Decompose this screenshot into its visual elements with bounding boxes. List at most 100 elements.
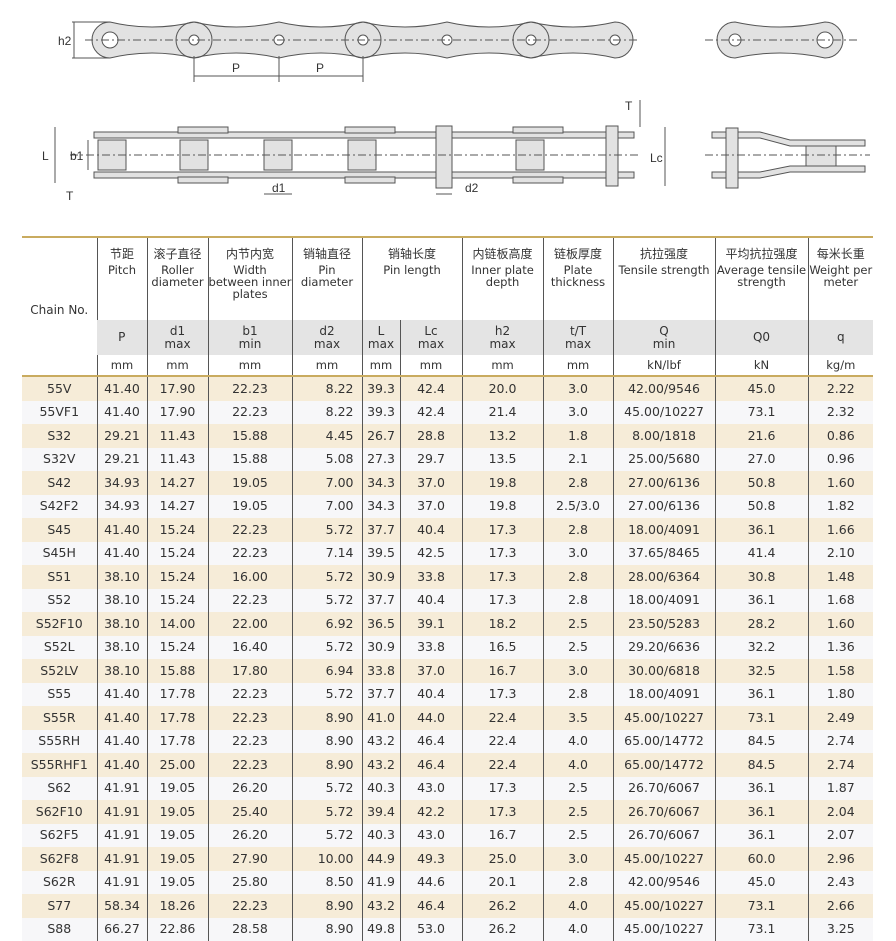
- value-cell: 2.49: [808, 706, 873, 730]
- value-cell: 38.10: [97, 589, 147, 613]
- value-cell: 8.90: [292, 753, 362, 777]
- value-cell: 3.5: [543, 706, 613, 730]
- label-h2: h2: [58, 34, 72, 48]
- value-cell: 41.91: [97, 871, 147, 895]
- value-cell: 29.20/6636: [613, 636, 715, 660]
- value-cell: 22.23: [208, 401, 292, 425]
- column-header-chinese: 抗拉强度: [614, 248, 715, 260]
- value-cell: 18.00/4091: [613, 518, 715, 542]
- value-cell: 16.7: [462, 824, 543, 848]
- value-cell: 5.72: [292, 800, 362, 824]
- value-cell: 26.70/6067: [613, 800, 715, 824]
- chain-no-cell: S55R: [22, 706, 97, 730]
- value-cell: 73.1: [715, 918, 808, 941]
- column-header-english: Roller diameter: [148, 264, 208, 288]
- value-cell: 34.93: [97, 495, 147, 519]
- value-cell: 4.0: [543, 753, 613, 777]
- value-cell: 22.23: [208, 894, 292, 918]
- value-cell: 18.2: [462, 612, 543, 636]
- value-cell: 41.4: [715, 542, 808, 566]
- value-cell: 5.72: [292, 777, 362, 801]
- value-cell: 27.90: [208, 847, 292, 871]
- value-cell: 8.00/1818: [613, 424, 715, 448]
- chain-no-cell: S32V: [22, 448, 97, 472]
- value-cell: 5.72: [292, 589, 362, 613]
- label-d2: d2: [465, 181, 479, 195]
- value-cell: 17.3: [462, 589, 543, 613]
- value-cell: 43.2: [362, 753, 400, 777]
- value-cell: 1.36: [808, 636, 873, 660]
- chain-no-cell: S62F8: [22, 847, 97, 871]
- value-cell: 1.8: [543, 424, 613, 448]
- column-header-chinese: 每米长重: [809, 248, 874, 260]
- label-b1: b1: [70, 149, 84, 163]
- column-unit: mm: [462, 355, 543, 376]
- symbol-qualifier: min: [614, 338, 715, 351]
- top-view-drawing: [55, 100, 665, 194]
- value-cell: 16.40: [208, 636, 292, 660]
- column-unit: kg/m: [808, 355, 873, 376]
- value-cell: 25.80: [208, 871, 292, 895]
- value-cell: 32.2: [715, 636, 808, 660]
- value-cell: 13.2: [462, 424, 543, 448]
- value-cell: 19.05: [147, 847, 208, 871]
- value-cell: 22.23: [208, 706, 292, 730]
- column-header-english: Tensile strength: [614, 264, 715, 276]
- symbol: d1: [148, 325, 208, 338]
- value-cell: 41.40: [97, 518, 147, 542]
- label-L: L: [42, 149, 49, 163]
- value-cell: 1.58: [808, 659, 873, 683]
- value-cell: 45.00/10227: [613, 918, 715, 941]
- column-header-chinese: 节距: [98, 248, 147, 260]
- value-cell: 8.50: [292, 871, 362, 895]
- side-view-drawing: [72, 22, 640, 82]
- column-unit: mm: [362, 355, 400, 376]
- value-cell: 2.8: [543, 471, 613, 495]
- column-header-english: Inner plate depth: [463, 264, 543, 288]
- symbol-qualifier: max: [544, 338, 613, 351]
- value-cell: 21.4: [462, 401, 543, 425]
- value-cell: 66.27: [97, 918, 147, 941]
- value-cell: 32.5: [715, 659, 808, 683]
- value-cell: 1.60: [808, 471, 873, 495]
- value-cell: 1.80: [808, 683, 873, 707]
- value-cell: 19.05: [208, 471, 292, 495]
- value-cell: 41.40: [97, 683, 147, 707]
- value-cell: 7.00: [292, 495, 362, 519]
- chain-no-cell: S42F2: [22, 495, 97, 519]
- value-cell: 2.1: [543, 448, 613, 472]
- value-cell: 15.88: [208, 448, 292, 472]
- value-cell: 42.2: [400, 800, 462, 824]
- value-cell: 37.0: [400, 495, 462, 519]
- value-cell: 23.50/5283: [613, 612, 715, 636]
- symbol: P: [97, 331, 147, 344]
- value-cell: 17.78: [147, 706, 208, 730]
- value-cell: 25.40: [208, 800, 292, 824]
- symbol: q: [809, 331, 874, 344]
- value-cell: 43.2: [362, 730, 400, 754]
- value-cell: 17.80: [208, 659, 292, 683]
- value-cell: 2.22: [808, 376, 873, 401]
- chain-no-cell: S52LV: [22, 659, 97, 683]
- value-cell: 36.5: [362, 612, 400, 636]
- value-cell: 43.2: [362, 894, 400, 918]
- column-unit: mm: [292, 355, 362, 376]
- value-cell: 18.26: [147, 894, 208, 918]
- value-cell: 2.8: [543, 518, 613, 542]
- value-cell: 22.23: [208, 518, 292, 542]
- value-cell: 3.0: [543, 376, 613, 401]
- value-cell: 73.1: [715, 706, 808, 730]
- value-cell: 1.68: [808, 589, 873, 613]
- value-cell: 8.90: [292, 918, 362, 941]
